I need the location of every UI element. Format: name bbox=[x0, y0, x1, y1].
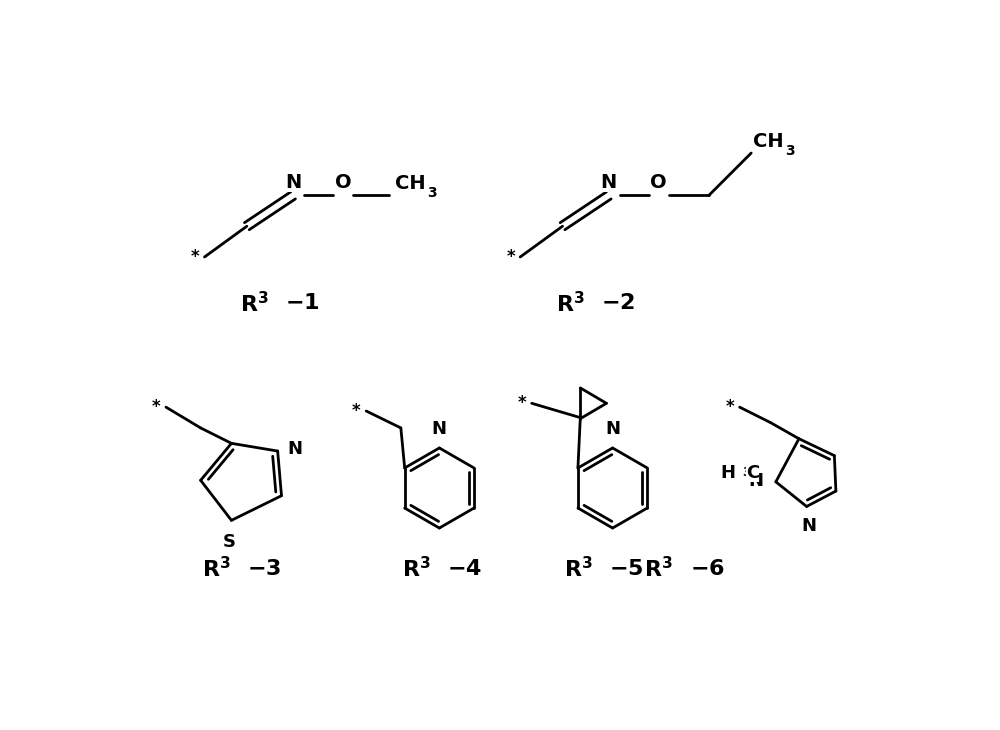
Text: *: * bbox=[191, 248, 200, 266]
Text: N: N bbox=[601, 173, 617, 192]
Text: $\mathbf{-5}$: $\mathbf{-5}$ bbox=[609, 559, 643, 579]
Text: C: C bbox=[746, 464, 759, 482]
Text: $\mathbf{-6}$: $\mathbf{-6}$ bbox=[690, 559, 725, 579]
Text: *: * bbox=[507, 248, 515, 266]
Text: $\mathbf{R^3}$: $\mathbf{R^3}$ bbox=[402, 556, 431, 582]
Text: $\mathbf{-3}$: $\mathbf{-3}$ bbox=[247, 559, 281, 579]
Text: H: H bbox=[721, 464, 736, 482]
Text: $\mathbf{R^3}$: $\mathbf{R^3}$ bbox=[556, 291, 585, 316]
Text: $\mathbf{R^3}$: $\mathbf{R^3}$ bbox=[644, 556, 673, 582]
Text: CH: CH bbox=[753, 131, 783, 150]
Text: $\mathbf{-2}$: $\mathbf{-2}$ bbox=[601, 293, 635, 313]
Text: N: N bbox=[801, 518, 816, 535]
Text: $\mathbf{R^3}$: $\mathbf{R^3}$ bbox=[564, 556, 592, 582]
Text: O: O bbox=[650, 173, 667, 192]
Text: N: N bbox=[285, 173, 301, 192]
Text: 3: 3 bbox=[785, 144, 795, 158]
Text: $\mathbf{R^3}$: $\mathbf{R^3}$ bbox=[202, 556, 230, 582]
Text: *: * bbox=[152, 398, 160, 416]
Text: N: N bbox=[432, 420, 447, 438]
Text: O: O bbox=[335, 173, 351, 192]
Text: *: * bbox=[352, 402, 361, 420]
Text: S: S bbox=[223, 534, 236, 551]
Text: *: * bbox=[725, 398, 734, 416]
Text: 3: 3 bbox=[427, 186, 437, 200]
Text: 3: 3 bbox=[742, 466, 751, 479]
Text: *: * bbox=[517, 394, 526, 412]
Text: CH: CH bbox=[395, 174, 425, 193]
Text: N: N bbox=[288, 440, 303, 458]
Text: $\mathbf{-1}$: $\mathbf{-1}$ bbox=[285, 293, 320, 313]
Text: N: N bbox=[749, 472, 764, 490]
Text: N: N bbox=[605, 420, 620, 438]
Text: $\mathbf{-4}$: $\mathbf{-4}$ bbox=[447, 559, 482, 579]
Text: $\mathbf{R^3}$: $\mathbf{R^3}$ bbox=[240, 291, 269, 316]
